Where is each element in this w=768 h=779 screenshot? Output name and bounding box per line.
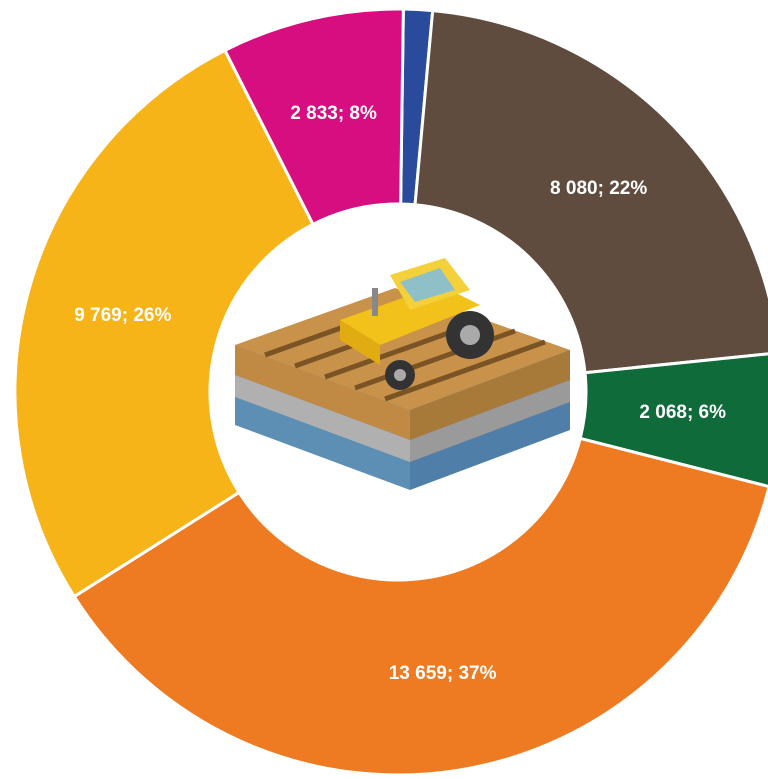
donut-slice (72, 436, 768, 777)
labels: 8 080; 22% 2 068; 6% 13 659; 37% 9 769; 26%… (74, 103, 726, 684)
data-label: 9 769; 26% (74, 305, 171, 326)
data-label: 13 659; 37% (389, 663, 497, 684)
data-label: 2 068; 6% (639, 402, 726, 423)
donut-slice (578, 352, 768, 488)
data-label: 2 833; 8% (290, 103, 377, 124)
data-label: 8 080; 22% (550, 178, 647, 199)
center-icon (235, 258, 570, 490)
donut-slice (13, 48, 316, 599)
donut-slice (222, 7, 405, 227)
slices (13, 7, 768, 777)
donut-slice (413, 8, 768, 375)
